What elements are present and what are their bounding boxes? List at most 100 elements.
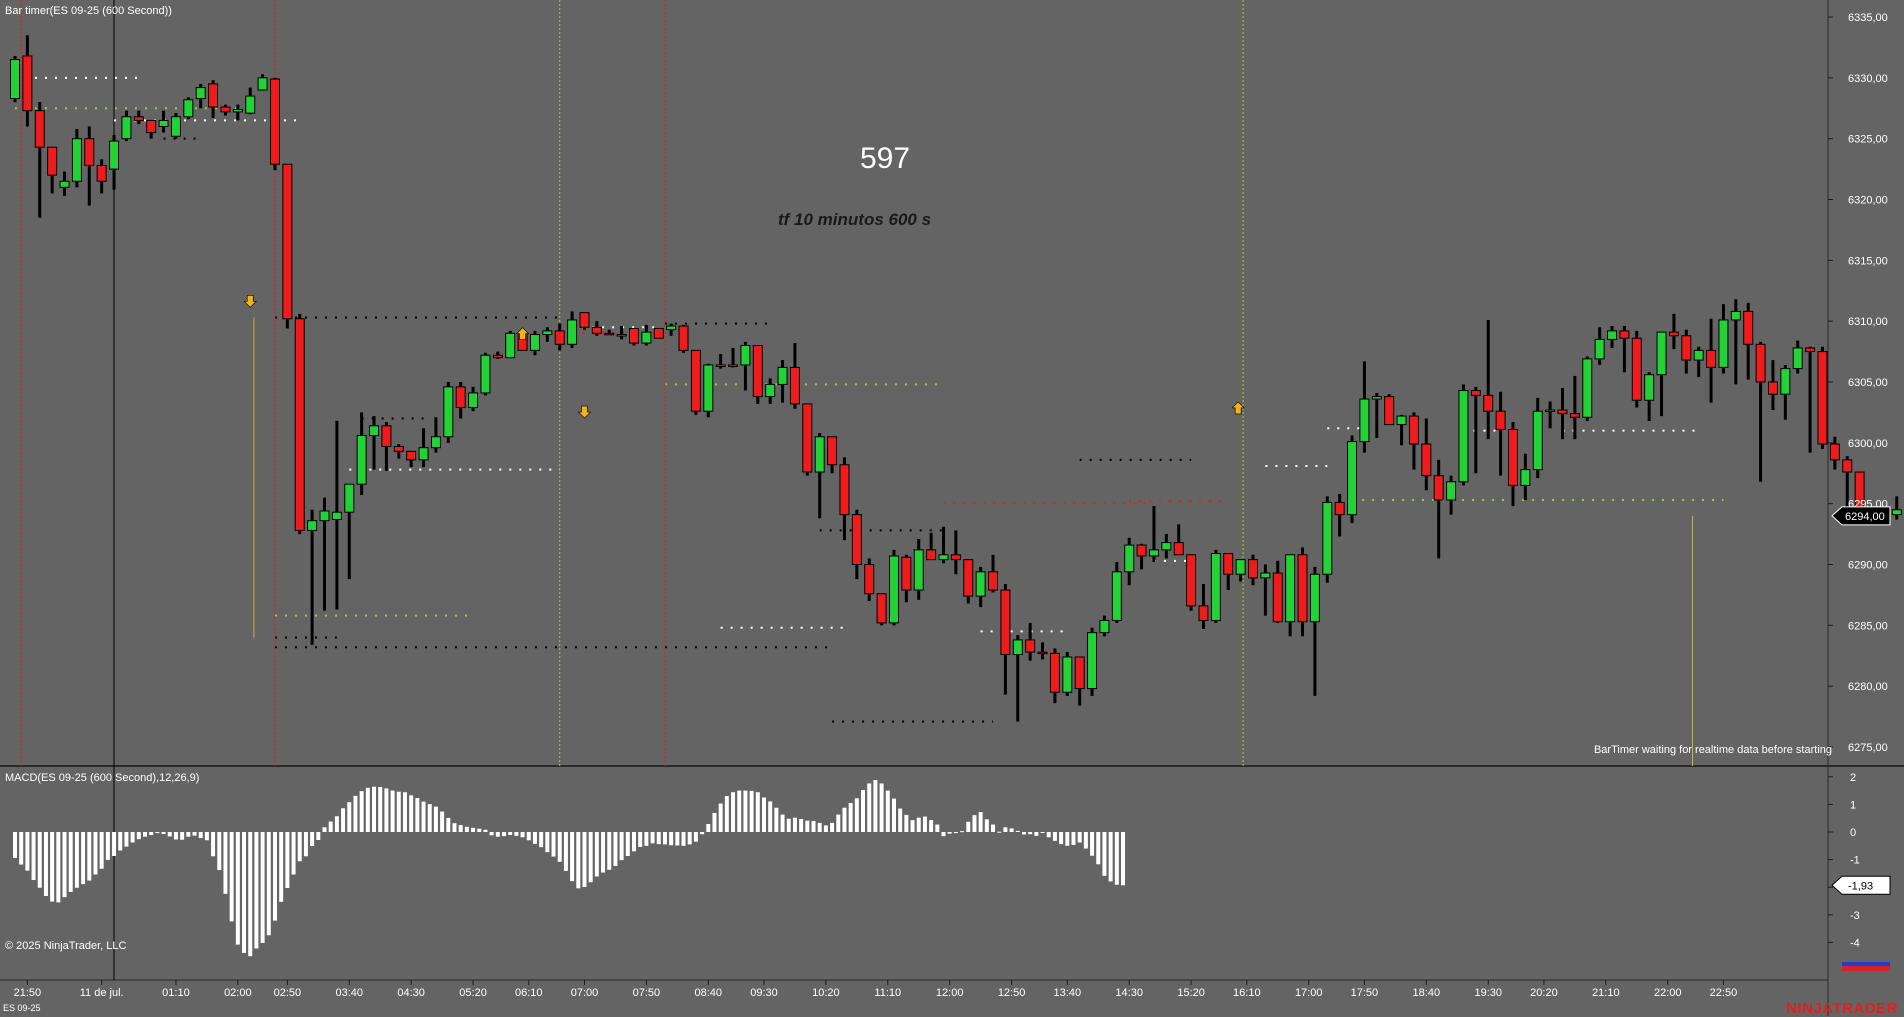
candle-body-144 — [1793, 348, 1802, 369]
candle-body-64 — [803, 404, 812, 472]
macd-bar-114 — [719, 804, 723, 832]
candle-body-34 — [431, 437, 440, 448]
macd-bar-162 — [1016, 831, 1020, 832]
macd-bar-134 — [842, 808, 846, 832]
candle-body-128 — [1595, 339, 1604, 358]
macd-bar-45 — [292, 832, 296, 875]
candle-body-63 — [790, 367, 799, 404]
macd-bar-51 — [329, 822, 333, 832]
macd-bar-160 — [1003, 827, 1007, 832]
candle-body-27 — [345, 484, 354, 512]
macd-bar-70 — [446, 818, 450, 832]
candle-body-148 — [1843, 460, 1852, 472]
price-tick-label-0: 6275,00 — [1848, 742, 1888, 754]
macd-bar-3 — [32, 832, 36, 880]
time-tick-label-17: 13:40 — [1054, 987, 1082, 999]
time-tick-label-19: 15:20 — [1177, 987, 1205, 999]
candle-body-30 — [382, 426, 391, 447]
candle-body-93 — [1162, 543, 1171, 550]
candle-body-104 — [1298, 555, 1307, 622]
candle-body-60 — [753, 346, 762, 397]
macd-bar-32 — [211, 832, 215, 856]
candle-body-39 — [493, 355, 502, 357]
candle-body-74 — [927, 550, 936, 560]
macd-bar-41 — [267, 832, 271, 935]
macd-bar-42 — [273, 832, 277, 921]
macd-bar-35 — [230, 832, 234, 921]
macd-bar-6 — [50, 832, 54, 902]
price-tick-label-1: 6280,00 — [1848, 681, 1888, 693]
macd-bar-126 — [793, 818, 797, 832]
macd-bar-164 — [1028, 832, 1032, 834]
candle-body-146 — [1818, 352, 1827, 444]
macd-bar-107 — [675, 832, 679, 846]
macd-bar-155 — [972, 815, 976, 832]
time-tick-label-10: 07:50 — [633, 987, 661, 999]
candle-body-6 — [85, 139, 94, 166]
macd-bar-34 — [223, 832, 227, 894]
candle-body-83 — [1038, 652, 1047, 654]
macd-bar-83 — [527, 832, 531, 840]
candle-body-85 — [1063, 657, 1072, 692]
macd-bar-105 — [663, 832, 667, 844]
macd-bar-37 — [242, 832, 246, 953]
candle-body-59 — [741, 346, 750, 365]
macd-bar-133 — [836, 815, 840, 832]
macd-bar-22 — [149, 832, 153, 835]
macd-bar-12 — [87, 832, 91, 881]
timeframe-note: tf 10 minutos 600 s — [778, 210, 931, 230]
macd-bar-36 — [236, 832, 240, 945]
macd-bar-21 — [143, 832, 147, 837]
macd-bar-148 — [929, 820, 933, 832]
candle-body-138 — [1719, 320, 1728, 367]
candle-body-113 — [1409, 416, 1418, 444]
macd-bar-54 — [347, 802, 351, 832]
macd-bar-131 — [824, 825, 828, 832]
time-tick-label-0: 21:50 — [14, 987, 42, 999]
candle-body-33 — [419, 448, 428, 460]
candle-body-32 — [407, 451, 416, 460]
macd-bar-50 — [323, 827, 327, 832]
macd-bar-48 — [310, 832, 314, 846]
macd-bar-86 — [545, 832, 549, 852]
macd-bar-141 — [886, 791, 890, 832]
candle-body-11 — [147, 120, 156, 132]
candle-body-35 — [444, 387, 453, 437]
candle-body-121 — [1508, 429, 1517, 485]
macd-bar-110 — [694, 832, 698, 842]
macd-axis[interactable]: 210-1-2-3-4 — [1828, 772, 1860, 950]
candle-body-38 — [481, 355, 490, 393]
candle-body-152 — [1892, 510, 1901, 515]
macd-bar-49 — [316, 832, 320, 840]
macd-bar-24 — [162, 832, 166, 834]
time-tick-label-21: 17:00 — [1295, 987, 1323, 999]
macd-bar-156 — [979, 812, 983, 832]
macd-bar-74 — [471, 828, 475, 832]
candle-body-123 — [1533, 411, 1542, 469]
macd-bar-143 — [898, 809, 902, 832]
bartimer-status: BarTimer waiting for realtime data befor… — [1594, 744, 1832, 756]
macd-bar-27 — [180, 832, 184, 840]
candle-body-122 — [1521, 470, 1530, 486]
candle-body-72 — [902, 557, 911, 590]
candle-body-120 — [1496, 411, 1505, 429]
price-tick-label-2: 6285,00 — [1848, 620, 1888, 632]
candle-body-12 — [159, 120, 168, 126]
macd-bar-80 — [508, 832, 512, 835]
time-tick-label-9: 07:00 — [571, 987, 599, 999]
candle-body-132 — [1645, 375, 1654, 401]
candle-body-13 — [171, 117, 180, 136]
price-axis[interactable]: 6275,006280,006285,006290,006295,006300,… — [1828, 12, 1888, 754]
candle-body-145 — [1806, 348, 1815, 352]
time-tick-label-15: 12:00 — [936, 987, 964, 999]
candle-body-31 — [394, 446, 403, 451]
candle-body-42 — [530, 335, 539, 351]
candle-body-77 — [964, 560, 973, 597]
candle-body-51 — [642, 332, 651, 343]
time-tick-label-16: 12:50 — [998, 987, 1026, 999]
macd-bar-166 — [1041, 832, 1045, 833]
macd-bar-19 — [131, 832, 135, 842]
macd-bar-38 — [248, 832, 252, 956]
